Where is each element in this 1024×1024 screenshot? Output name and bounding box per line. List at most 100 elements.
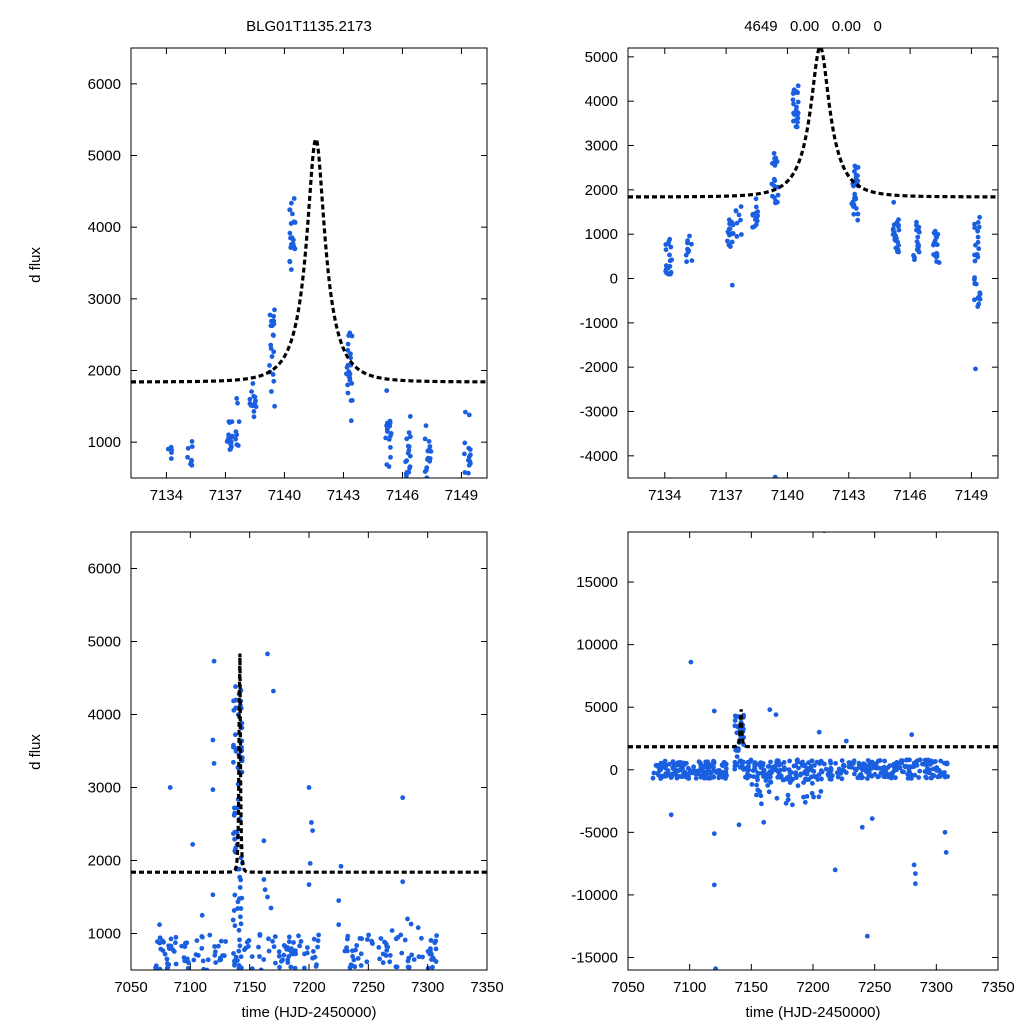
data-point — [759, 801, 764, 807]
data-point — [236, 963, 242, 968]
x-tick-label: 7200 — [796, 979, 829, 996]
x-tick-label: 7143 — [832, 487, 865, 504]
y-tick-label: -2000 — [580, 359, 618, 376]
data-point — [891, 199, 897, 205]
data-point — [915, 234, 921, 240]
data-point — [271, 378, 277, 384]
data-point — [975, 304, 981, 309]
data-point — [411, 957, 417, 962]
data-point — [462, 470, 468, 475]
data-point — [681, 762, 687, 768]
data-point — [249, 966, 255, 970]
data-point — [976, 246, 982, 252]
data-point — [730, 231, 736, 236]
data-point — [934, 242, 940, 248]
data-point — [388, 433, 393, 439]
data-point — [168, 456, 174, 461]
data-point — [268, 905, 274, 911]
data-point — [716, 775, 722, 781]
data-point — [892, 235, 898, 241]
data-point — [315, 944, 320, 950]
data-point — [763, 778, 769, 783]
data-point — [757, 789, 763, 794]
data-point — [346, 333, 352, 338]
data-point — [855, 211, 861, 217]
data-point — [382, 939, 387, 945]
data-points — [165, 196, 473, 478]
data-point — [819, 769, 825, 775]
data-point — [867, 759, 873, 765]
data-point — [771, 183, 777, 189]
data-point — [912, 257, 917, 263]
data-point — [745, 759, 751, 765]
data-point — [685, 238, 690, 244]
data-point — [384, 462, 390, 467]
data-point — [344, 365, 350, 370]
data-point — [387, 953, 393, 958]
data-point — [916, 249, 922, 255]
model-fit-curve — [628, 48, 998, 199]
data-point — [780, 777, 786, 783]
model-fit-curve — [131, 653, 487, 874]
data-point — [896, 222, 901, 228]
data-point — [729, 239, 735, 245]
data-point — [938, 758, 944, 764]
data-point — [407, 464, 413, 470]
data-point — [358, 951, 364, 957]
data-point — [406, 955, 412, 961]
data-point — [715, 768, 720, 774]
data-point — [292, 246, 298, 252]
data-point — [802, 762, 808, 768]
data-point — [666, 239, 672, 245]
data-point — [891, 231, 897, 237]
plot-frame — [627, 47, 999, 479]
data-point — [738, 204, 744, 210]
data-point — [915, 241, 921, 247]
data-point — [168, 936, 174, 942]
data-point — [271, 688, 276, 694]
data-point — [257, 954, 262, 959]
data-point — [210, 737, 216, 743]
data-point — [432, 940, 438, 946]
data-point — [247, 396, 253, 402]
data-point — [772, 474, 778, 478]
data-point — [711, 764, 716, 770]
data-point — [256, 944, 261, 950]
data-point — [266, 936, 271, 942]
y-tick-label: 3000 — [585, 138, 618, 155]
data-point — [426, 447, 432, 453]
data-point — [231, 908, 237, 913]
data-point — [932, 238, 938, 244]
data-point — [809, 790, 815, 796]
data-point — [355, 956, 361, 961]
x-tick-label: 7200 — [292, 979, 325, 996]
data-point — [237, 896, 242, 902]
x-tick-label: 7134 — [648, 487, 681, 504]
data-point — [408, 434, 413, 440]
y-tick-label: 1000 — [585, 226, 618, 243]
data-point — [723, 766, 729, 771]
y-tick-label: 4000 — [88, 219, 121, 236]
data-point — [399, 950, 405, 956]
x-tick-label: 7149 — [955, 487, 988, 504]
data-point — [427, 456, 433, 461]
data-point — [291, 196, 297, 201]
data-point — [651, 770, 657, 776]
data-point — [271, 349, 277, 355]
data-point — [271, 333, 276, 338]
x-tick-label: 7143 — [327, 487, 360, 504]
data-point — [934, 259, 939, 264]
x-tick-label: 7100 — [174, 979, 207, 996]
data-point — [666, 761, 672, 767]
data-point — [251, 414, 257, 420]
data-point — [191, 957, 197, 963]
data-point — [774, 795, 780, 801]
data-point — [404, 473, 409, 478]
data-point — [814, 759, 820, 765]
data-point — [349, 398, 355, 403]
data-point — [765, 783, 771, 788]
data-point — [938, 770, 944, 775]
y-tick-label: 5000 — [88, 634, 121, 651]
data-point — [232, 962, 237, 968]
data-point — [155, 939, 160, 944]
